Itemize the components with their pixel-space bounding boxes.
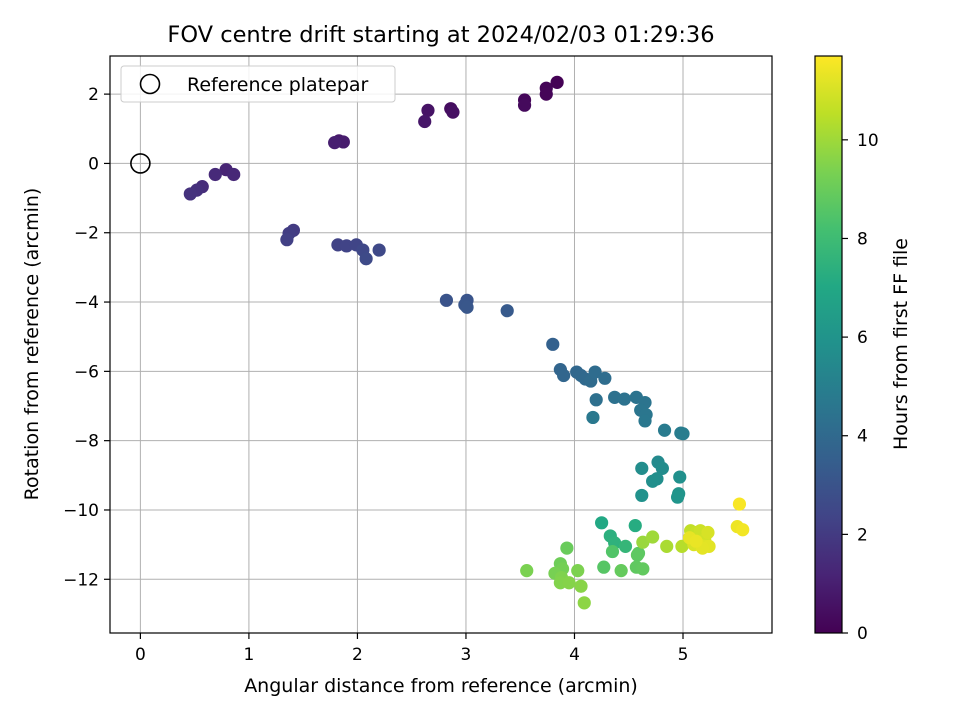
legend-marker-reference-icon (139, 73, 161, 95)
colorbar-tick-label: 8 (857, 229, 868, 249)
data-point (557, 368, 571, 383)
data-point (657, 423, 672, 437)
data-point (618, 539, 633, 553)
data-point (227, 167, 241, 182)
x-axis-label: Angular distance from reference (arcmin) (244, 675, 638, 697)
data-point (736, 523, 750, 537)
data-point (577, 596, 591, 610)
data-point (635, 488, 649, 503)
chart-title: FOV centre drift starting at 2024/02/03 … (167, 22, 714, 48)
data-point (636, 562, 650, 576)
data-point (646, 530, 660, 544)
data-point (421, 103, 435, 118)
data-point (689, 534, 703, 548)
data-point (588, 365, 602, 379)
y-tick-label: −4 (74, 293, 99, 313)
y-tick-label: 2 (88, 85, 99, 105)
data-point (372, 243, 386, 257)
y-tick-label: −2 (74, 224, 99, 244)
data-point (589, 393, 603, 407)
colorbar-ticks: 0 2 4 6 8 10 (842, 131, 879, 644)
data-point (605, 544, 620, 559)
data-point (670, 490, 685, 504)
x-tick-label: 5 (678, 645, 689, 665)
colorbar-label: Hours from first FF file (890, 238, 912, 450)
data-point (675, 539, 689, 553)
data-point (732, 497, 747, 511)
grid-lines (110, 56, 772, 633)
data-point (571, 564, 585, 578)
data-point (500, 304, 514, 318)
data-points (130, 75, 750, 610)
data-point (701, 525, 715, 540)
data-point (586, 410, 600, 425)
data-point (280, 233, 294, 247)
y-tick-label: −12 (63, 570, 99, 590)
data-point (560, 541, 574, 555)
x-tick-label: 1 (243, 645, 254, 665)
x-tick-label: 2 (352, 645, 363, 665)
data-point (614, 564, 628, 578)
data-point (628, 518, 642, 533)
reference-platepar-marker (130, 153, 151, 174)
y-axis-label: Rotation from reference (arcmin) (21, 188, 43, 501)
data-point (595, 516, 609, 530)
data-point (517, 98, 532, 112)
data-point (546, 337, 560, 351)
legend-box (120, 65, 396, 103)
data-point (655, 461, 669, 475)
data-point (446, 105, 460, 119)
data-point (598, 371, 612, 385)
legend-label-reference: Reference platepar (187, 74, 369, 96)
data-point (520, 564, 534, 578)
y-tick-label: −10 (63, 501, 99, 521)
data-point (183, 187, 197, 201)
axes-frame (109, 55, 773, 634)
data-point (328, 136, 342, 150)
x-tick-label: 0 (135, 645, 146, 665)
data-point (550, 75, 564, 89)
axis-ticks: 0 1 2 3 4 5 2 0 −2 −4 −6 −8 −10 −12 (63, 85, 688, 665)
data-point (359, 252, 373, 266)
data-point (635, 461, 649, 475)
data-point (539, 87, 553, 101)
colorbar-gradient (814, 55, 843, 634)
colorbar-tick-label: 6 (857, 328, 868, 348)
y-tick-label: −8 (74, 432, 99, 452)
colorbar-tick-label: 0 (857, 624, 868, 644)
data-point (562, 576, 576, 590)
colorbar-tick-label: 2 (857, 525, 868, 545)
x-tick-label: 3 (461, 645, 472, 665)
data-point (439, 293, 454, 307)
data-point (597, 560, 611, 574)
data-point (636, 535, 650, 549)
data-point (673, 470, 687, 484)
colorbar-tick-label: 10 (857, 131, 879, 151)
data-point (208, 167, 222, 182)
data-point (676, 427, 690, 441)
y-tick-label: 0 (88, 154, 99, 174)
data-point (608, 390, 622, 404)
data-point (646, 474, 660, 488)
data-point (638, 414, 652, 428)
data-point (418, 114, 432, 129)
data-point (574, 579, 588, 593)
legend: Reference platepar (120, 65, 396, 103)
x-tick-label: 4 (569, 645, 580, 665)
data-point (460, 300, 474, 314)
data-point (617, 392, 632, 406)
colorbar-tick-label: 4 (857, 427, 868, 447)
data-point (630, 548, 645, 562)
colorbar: 0 2 4 6 8 10 Hours from first FF file (814, 55, 912, 644)
data-point (660, 539, 674, 553)
y-tick-label: −6 (74, 362, 99, 382)
data-point (339, 239, 354, 253)
